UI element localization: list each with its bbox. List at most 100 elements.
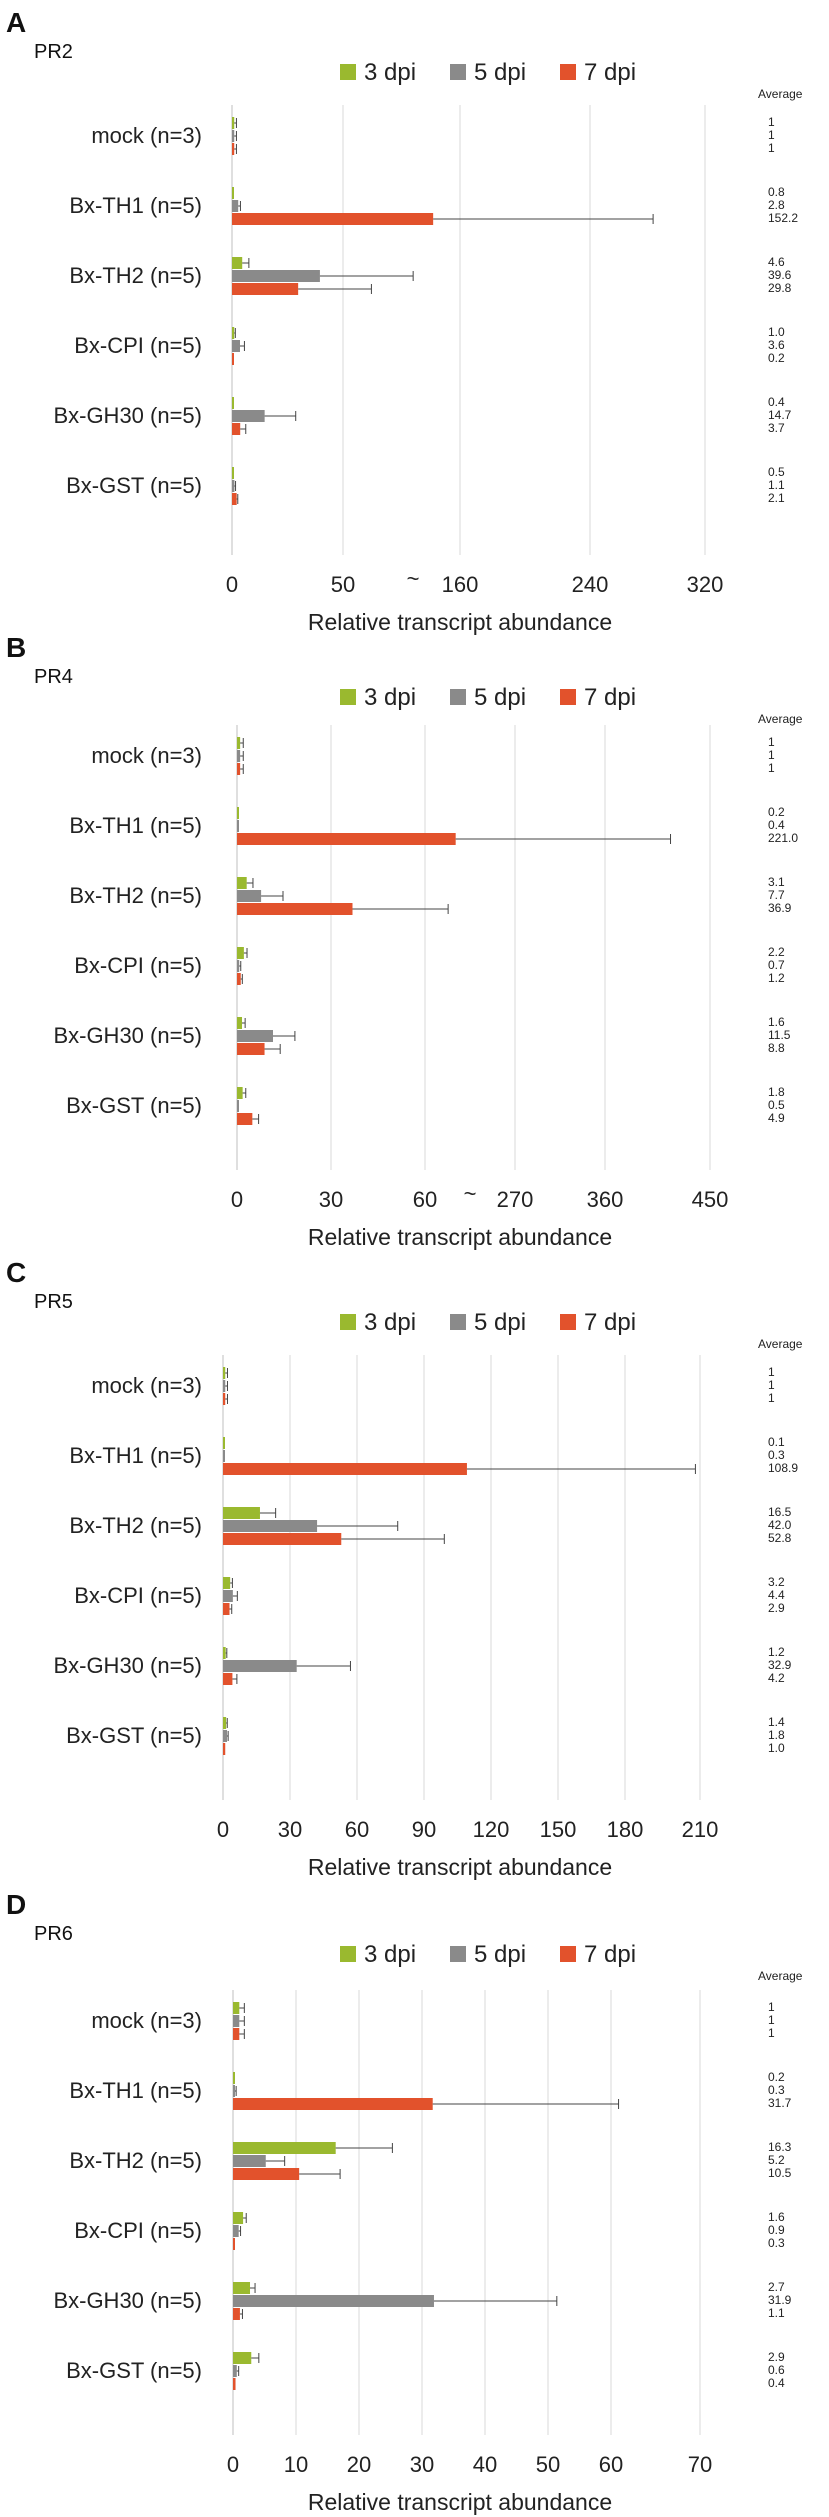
average-value: 0.6 [768, 2363, 785, 2377]
bar [232, 340, 240, 352]
bar [233, 2142, 336, 2154]
bar [223, 1533, 342, 1545]
category-label: mock (n=3) [91, 123, 202, 148]
bar [232, 283, 299, 295]
x-tick-label: 20 [347, 2452, 371, 2477]
bar [223, 1463, 467, 1475]
category-label: Bx-GH30 (n=5) [53, 2288, 202, 2313]
bar [223, 1393, 226, 1405]
bar [232, 257, 243, 269]
average-value: 1.4 [768, 1715, 785, 1729]
category-label: Bx-CPI (n=5) [74, 953, 202, 978]
average-value: 152.2 [768, 211, 798, 225]
bar [233, 2308, 240, 2320]
legend-label: 7 dpi [584, 1309, 636, 1336]
average-value: 16.3 [768, 2140, 792, 2154]
bar [233, 2155, 266, 2167]
category-label: Bx-CPI (n=5) [74, 2218, 202, 2243]
average-value: 108.9 [768, 1461, 798, 1475]
category-label: Bx-TH2 (n=5) [69, 883, 202, 908]
bar [233, 2295, 434, 2307]
averages-header: Average [758, 87, 803, 101]
bar [233, 2225, 239, 2237]
x-tick-label: 150 [540, 1817, 577, 1842]
x-tick-label: 40 [473, 2452, 497, 2477]
average-value: 0.7 [768, 958, 785, 972]
bar [233, 2365, 237, 2377]
bar [237, 1017, 243, 1029]
bar [233, 2282, 251, 2294]
legend-swatch-2 [560, 64, 576, 80]
category-label: Bx-GH30 (n=5) [53, 1653, 202, 1678]
average-value: 2.1 [768, 491, 785, 505]
legend-label: 5 dpi [474, 59, 526, 86]
bar [223, 1367, 226, 1379]
bar [223, 1717, 227, 1729]
category-label: Bx-CPI (n=5) [74, 333, 202, 358]
bar [237, 947, 244, 959]
bar [232, 423, 241, 435]
bar [232, 117, 235, 129]
bar [232, 410, 265, 422]
average-value: 0.3 [768, 2083, 785, 2097]
average-value: 0.8 [768, 185, 785, 199]
x-tick-label: 10 [284, 2452, 308, 2477]
averages-header: Average [758, 1969, 803, 1983]
average-value: 2.8 [768, 198, 785, 212]
category-label: Bx-TH2 (n=5) [69, 1513, 202, 1538]
bar [237, 1113, 253, 1125]
averages-header: Average [758, 712, 803, 726]
legend-swatch-1 [450, 1314, 466, 1330]
bar [232, 213, 434, 225]
average-value: 10.5 [768, 2166, 792, 2180]
average-value: 4.2 [768, 1671, 785, 1685]
average-value: 1 [768, 761, 775, 775]
bar [237, 903, 353, 915]
axis-break-symbol: ~ [464, 1181, 477, 1206]
legend-swatch-1 [450, 1946, 466, 1962]
x-tick-label: 270 [497, 1187, 534, 1212]
average-value: 36.9 [768, 901, 792, 915]
average-value: 1 [768, 735, 775, 749]
bar [233, 2002, 240, 2014]
bar [237, 807, 239, 819]
category-label: Bx-GST (n=5) [66, 2358, 202, 2383]
average-value: 1 [768, 748, 775, 762]
average-value: 0.2 [768, 351, 785, 365]
average-value: 0.5 [768, 1098, 785, 1112]
average-value: 42.0 [768, 1518, 792, 1532]
legend-label: 3 dpi [364, 1309, 416, 1336]
x-tick-label: 450 [692, 1187, 729, 1212]
average-value: 1.0 [768, 1741, 785, 1755]
bar [237, 1087, 243, 1099]
average-value: 2.2 [768, 945, 785, 959]
bar [232, 493, 237, 505]
bar [237, 877, 247, 889]
average-value: 0.2 [768, 2070, 785, 2084]
average-value: 29.8 [768, 281, 792, 295]
legend-label: 3 dpi [364, 1941, 416, 1968]
x-tick-label: 60 [345, 1817, 369, 1842]
x-tick-label: 60 [413, 1187, 437, 1212]
average-value: 1 [768, 1365, 775, 1379]
panel-title: PR2 [34, 41, 73, 63]
bar [232, 143, 235, 155]
bar [232, 200, 239, 212]
average-value: 4.6 [768, 255, 785, 269]
bar [233, 2072, 235, 2084]
average-value: 11.5 [768, 1028, 791, 1042]
average-value: 1 [768, 2026, 775, 2040]
average-value: 14.7 [768, 408, 792, 422]
bar [237, 763, 241, 775]
category-label: Bx-TH1 (n=5) [69, 1443, 202, 1468]
category-label: Bx-TH1 (n=5) [69, 2078, 202, 2103]
category-label: Bx-GH30 (n=5) [53, 1023, 202, 1048]
legend-swatch-0 [340, 689, 356, 705]
average-value: 1.6 [768, 2210, 785, 2224]
average-value: 1 [768, 2000, 775, 2014]
bar [223, 1450, 225, 1462]
category-label: mock (n=3) [91, 2008, 202, 2033]
